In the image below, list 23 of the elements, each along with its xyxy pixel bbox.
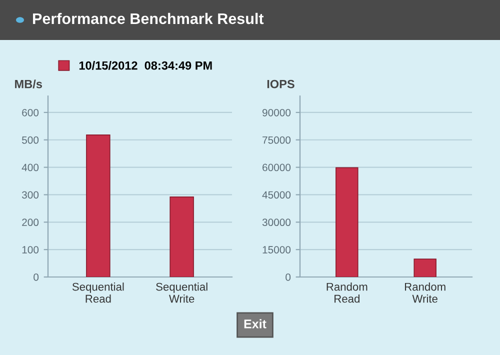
y-tick-label: 15000 (262, 246, 291, 254)
text: Exit (244, 319, 266, 328)
y-tick-label: 500 (22, 136, 39, 144)
x-tick-label: Random Read (326, 282, 368, 303)
legend-label: 10/15/2012 08:34:49 PM (79, 61, 212, 70)
y-tick-label: 0 (34, 274, 39, 281)
y-axis-title: MB/s (15, 80, 42, 88)
y-tick-label: 30000 (262, 218, 291, 226)
y-tick-label: 400 (22, 164, 39, 172)
x-tick-label: Sequential Read (72, 282, 124, 303)
x-tick-label: Random Write (405, 282, 446, 303)
y-tick-label: 300 (22, 191, 39, 199)
y-tick-label: 75000 (262, 136, 291, 144)
y-tick-label: 90000 (262, 108, 291, 116)
y-tick-label: 100 (22, 246, 39, 254)
y-tick-label: 600 (22, 108, 39, 116)
chart-title: Performance Benchmark Result (33, 12, 264, 24)
y-tick-label: 200 (22, 218, 39, 226)
x-tick-label: Sequential Write (156, 282, 208, 303)
y-tick-label: 45000 (262, 191, 291, 199)
y-axis-title: IOPS (267, 80, 294, 88)
y-tick-label: 60000 (262, 164, 291, 172)
y-tick-label: 0 (286, 274, 291, 281)
